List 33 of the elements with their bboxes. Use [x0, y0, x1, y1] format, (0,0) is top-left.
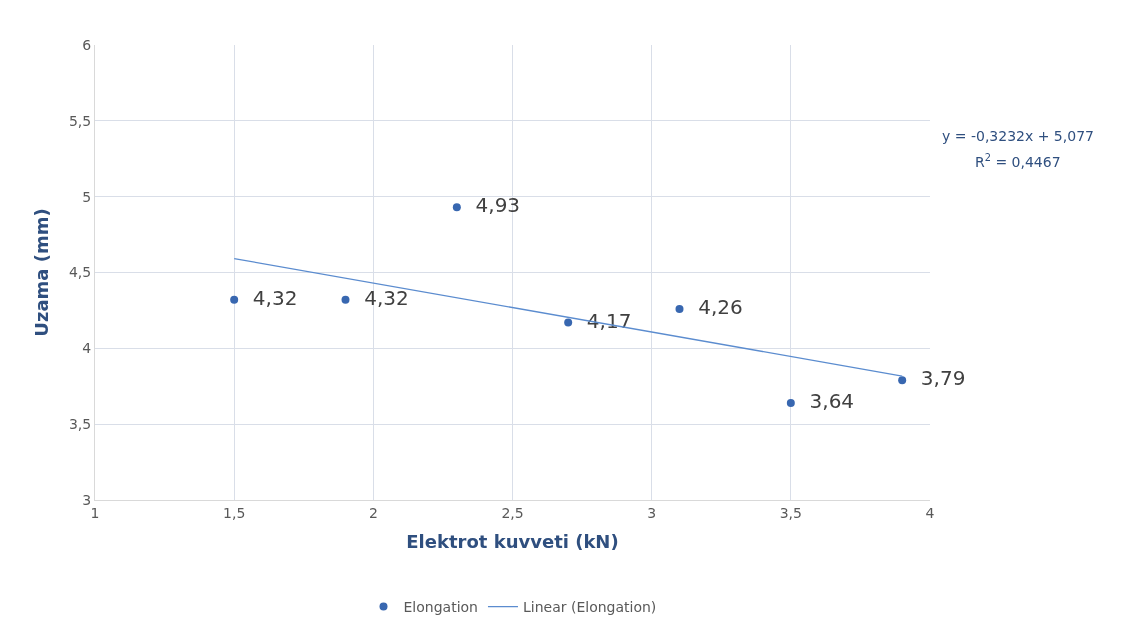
- x-tick-label: 3,5: [779, 504, 802, 521]
- data-label: 3,64: [796, 388, 855, 413]
- text: R$^{2}$ = 0,4467: [975, 152, 1061, 170]
- x-tick-label: 2: [368, 504, 378, 521]
- y-tick-label: 5,5: [68, 112, 92, 129]
- x-tick-label: 2,5: [501, 504, 524, 521]
- data-label: 4,32: [351, 285, 409, 310]
- y-tick-label: 4: [82, 340, 92, 357]
- x-tick-label: 4: [925, 504, 935, 521]
- point: [898, 376, 907, 385]
- x-tick-label: 1: [90, 504, 100, 521]
- y-axis-title: Uzama (mm): [31, 208, 53, 337]
- data-label: 4,26: [685, 294, 743, 319]
- legend-label: Linear (Elongation): [522, 599, 657, 616]
- point: [786, 398, 795, 407]
- legend-label: Elongation: [403, 599, 478, 616]
- y-tick-label: 5: [82, 188, 92, 205]
- y-tick-label: 4,5: [68, 264, 92, 281]
- point: [341, 295, 350, 304]
- x-tick-label: 1,5: [223, 504, 246, 521]
- y-tick-label: 3: [82, 491, 92, 508]
- point: [675, 304, 684, 313]
- text: y = -0,3232x + 5,077: [942, 128, 1094, 144]
- data-label: 4,93: [462, 193, 521, 218]
- data-label: 4,32: [240, 285, 298, 310]
- y-tick-label: 6: [82, 36, 92, 53]
- x-axis-title: Elektrot kuvveti (kN): [406, 530, 619, 552]
- y-tick-label: 3,5: [68, 416, 92, 433]
- data-label: 3,79: [908, 366, 966, 391]
- x-tick-label: 3: [647, 504, 657, 521]
- point: [564, 318, 573, 327]
- point: [452, 203, 461, 212]
- point: [230, 295, 239, 304]
